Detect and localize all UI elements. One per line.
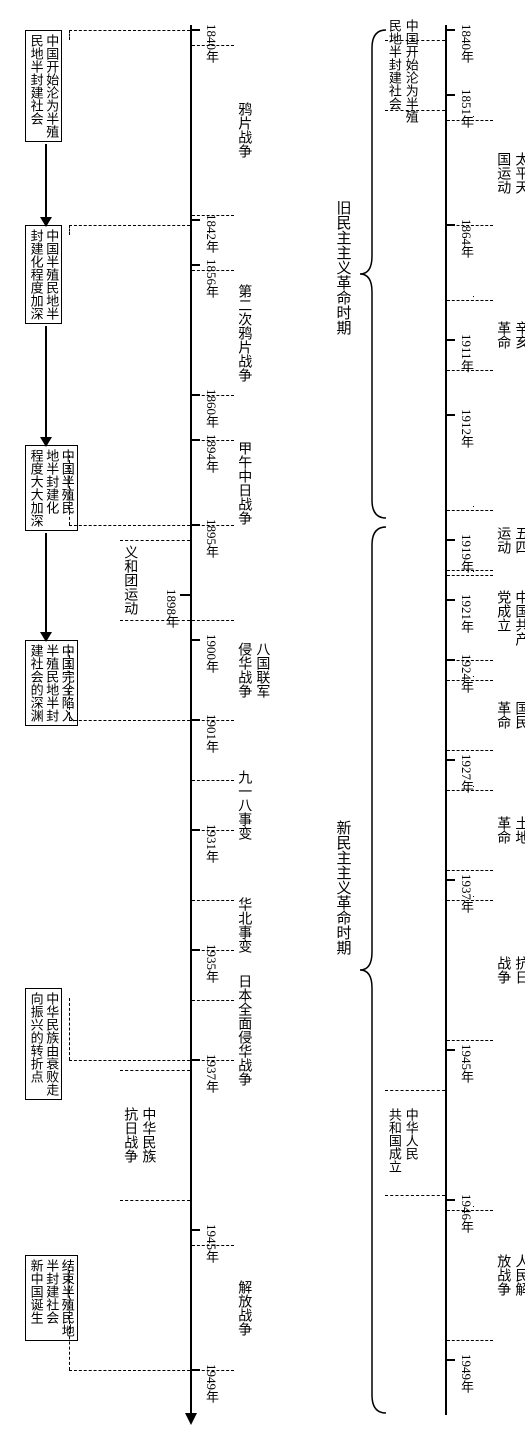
bottom-event-label: 鸦片战争	[234, 102, 252, 158]
bottom-year-label: 1945年	[202, 1224, 221, 1263]
bottom-year-label: 1856年	[202, 259, 221, 298]
bottom-event-label: 八国联军侵华战争	[234, 642, 270, 698]
top-year-label: 1927年	[457, 754, 476, 793]
top-year-label: 1946年	[457, 1194, 476, 1233]
bottom-event-label: 日本全面侵华战争	[234, 974, 252, 1086]
top-event-label: 五四运动	[493, 526, 525, 554]
top-year-label: 1921年	[457, 594, 476, 633]
top-year-label: 1911年	[457, 334, 476, 373]
top-year-label: 1945年	[457, 1044, 476, 1083]
period-label: 旧民主主义革命时期	[332, 200, 352, 335]
top-year-label: 1840年	[457, 24, 476, 63]
bottom-year-label: 1898年	[162, 589, 181, 628]
top-year-label: 1919年	[457, 534, 476, 573]
bottom-event-label: 第二次鸦片战争	[234, 284, 252, 382]
timeline-arrowhead	[185, 1413, 197, 1425]
top-year-label: 1912年	[457, 409, 476, 448]
top-period-note: 中国开始沦为半殖民地半封建社会	[385, 19, 419, 123]
result-arrowhead	[40, 217, 52, 227]
result-box: 中国半殖民地半封建化程度加深	[25, 225, 62, 324]
bottom-event-label: 中华民族抗日战争	[120, 1107, 156, 1163]
top-event-label: 太平天国运动	[493, 152, 525, 194]
top-year-label: 1851年	[457, 89, 476, 128]
top-year-label: 1949年	[457, 1354, 476, 1393]
top-event-label: 人民解放战争	[493, 1254, 525, 1296]
top-event-label: 辛亥革命	[493, 321, 525, 349]
bottom-event-label: 甲午中日战争	[234, 441, 252, 525]
bottom-year-label: 1842年	[202, 214, 221, 253]
bottom-event-label: 义和团运动	[120, 545, 138, 615]
result-box: 中国开始沦为半殖民地半封建社会	[25, 30, 62, 142]
top-period-note: 中华人民共和国成立	[385, 1108, 419, 1173]
top-event-label: 抗日战争	[493, 956, 525, 984]
result-arrowhead	[40, 437, 52, 447]
bottom-event-label: 解放战争	[234, 1280, 252, 1336]
bottom-year-label: 1840年	[202, 24, 221, 63]
top-event-label: 土地革命	[493, 816, 525, 844]
bottom-event-label: 九一八事变	[234, 770, 252, 840]
top-year-label: 1937年	[457, 874, 476, 913]
bottom-event-label: 华北事变	[234, 897, 252, 953]
result-arrowhead	[40, 632, 52, 642]
period-label: 新民主主义革命时期	[332, 820, 352, 955]
period-brace	[358, 525, 388, 1415]
result-box: 中华民族由衰败走向振兴的转折点	[25, 988, 62, 1100]
bottom-year-label: 1900年	[202, 634, 221, 673]
top-event-label: 国民革命	[493, 701, 525, 729]
period-brace	[358, 28, 388, 520]
top-event-label: 中国共产党成立	[493, 590, 525, 646]
